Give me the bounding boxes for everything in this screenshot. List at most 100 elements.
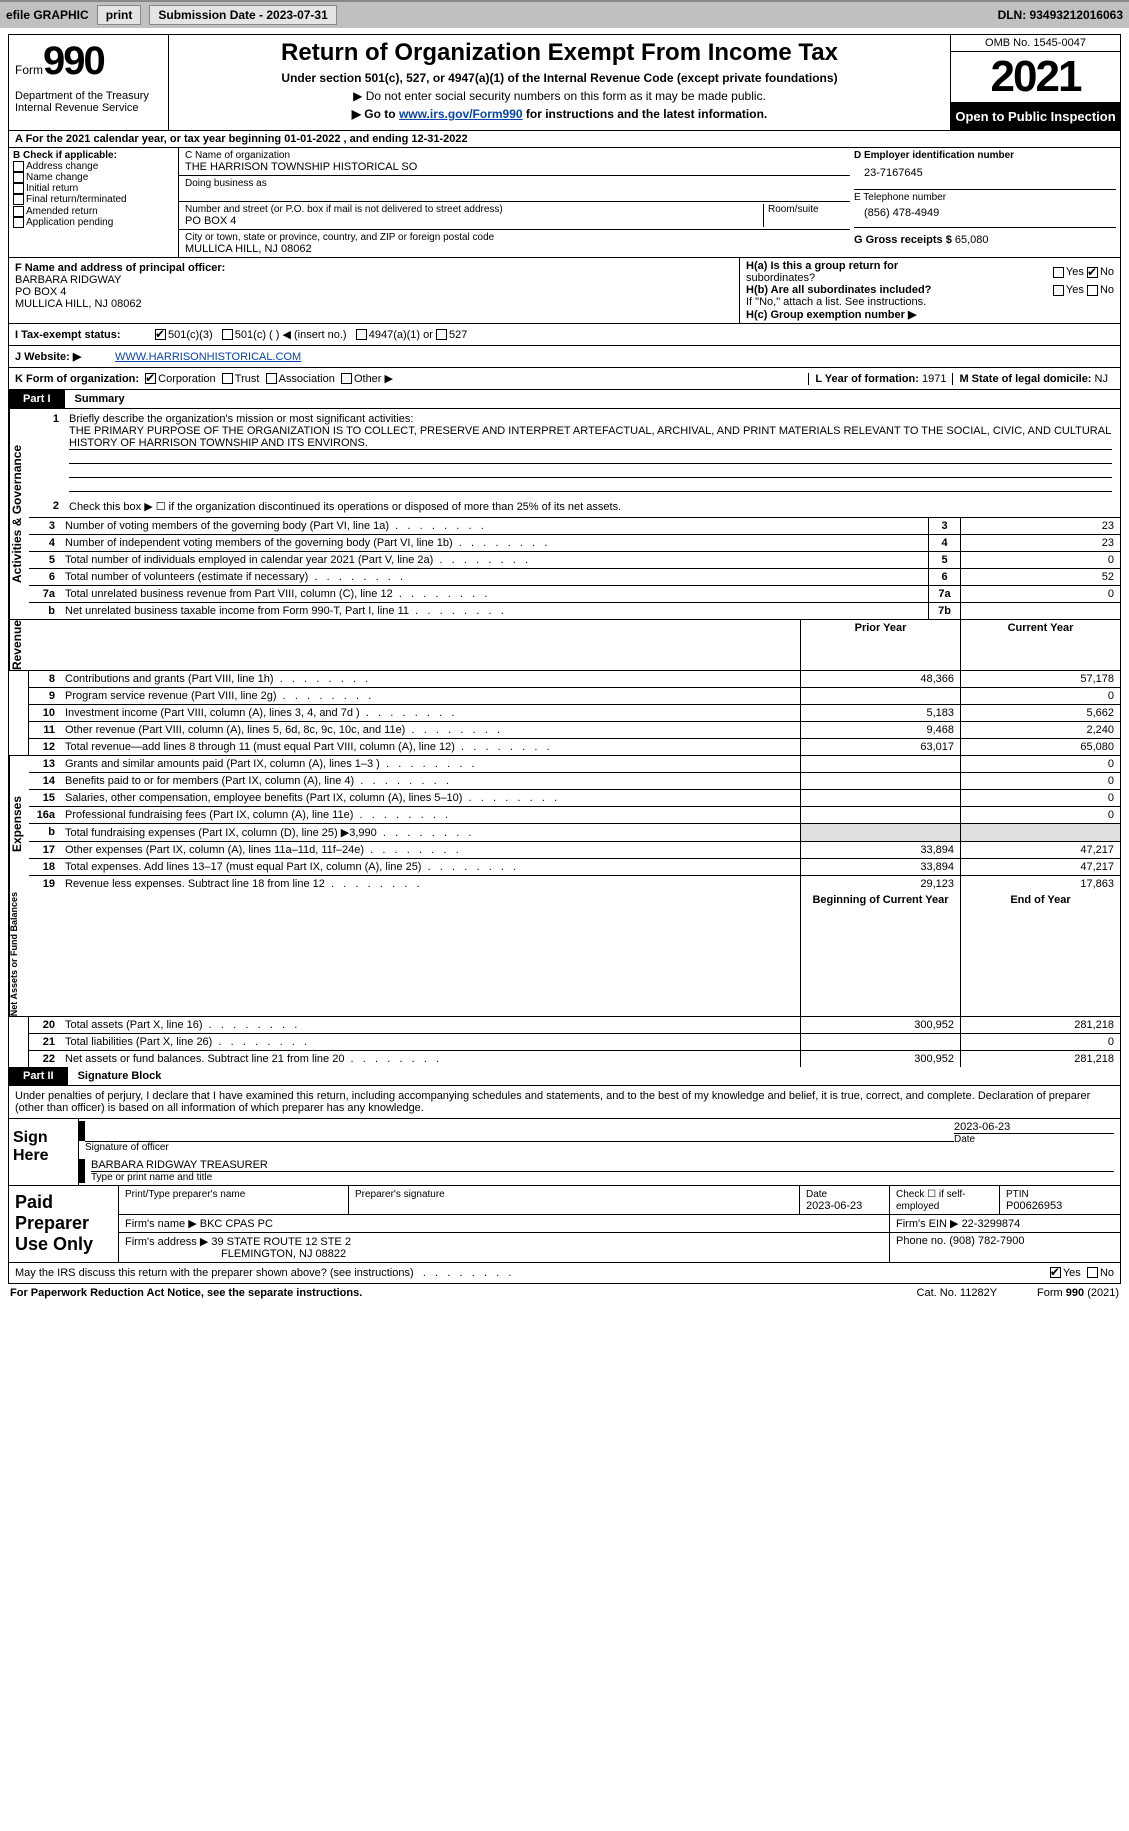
lbl-pra: For Paperwork Reduction Act Notice, see … — [10, 1287, 362, 1299]
cb-501c3[interactable] — [155, 329, 166, 340]
line1-mission: THE PRIMARY PURPOSE OF THE ORGANIZATION … — [69, 425, 1112, 450]
line2-text: Check this box ▶ ☐ if the organization d… — [65, 498, 1116, 515]
val-prior: 5,183 — [800, 705, 960, 721]
val-current: 281,218 — [960, 1051, 1120, 1067]
val-prior — [800, 756, 960, 772]
part2-title: Signature Block — [68, 1067, 172, 1085]
val-prior: 9,468 — [800, 722, 960, 738]
line-text: Other expenses (Part IX, column (A), lin… — [61, 842, 800, 858]
print-button[interactable]: print — [97, 5, 142, 25]
dept-irs: Internal Revenue Service — [15, 102, 162, 114]
cb-assoc[interactable] — [266, 373, 277, 384]
lbl-corp: Corporation — [158, 373, 215, 385]
val-prior — [800, 807, 960, 823]
lbl-assoc: Association — [279, 373, 335, 385]
lbl-website: J Website: ▶ — [15, 350, 115, 363]
line-text: Investment income (Part VIII, column (A)… — [61, 705, 800, 721]
hdr-current-year: Current Year — [960, 620, 1120, 670]
line-val: 52 — [960, 569, 1120, 585]
val-phone: (856) 478-4949 — [854, 203, 1116, 227]
irs-link[interactable]: www.irs.gov/Form990 — [399, 107, 523, 121]
top-bar: efile GRAPHIC print Submission Date - 20… — [0, 0, 1129, 30]
form-header: Form 990 Department of the Treasury Inte… — [8, 34, 1121, 131]
discuss-row: May the IRS discuss this return with the… — [8, 1263, 1121, 1284]
lbl-form-foot: 990 — [1066, 1287, 1084, 1299]
cb-501c[interactable] — [222, 329, 233, 340]
val-prior: 33,894 — [800, 859, 960, 875]
val-prior — [800, 1034, 960, 1050]
val-current: 0 — [960, 688, 1120, 704]
lbl-sig-date: Date — [954, 1133, 1114, 1145]
goto-suffix: for instructions and the latest informat… — [523, 107, 768, 121]
line-num: 21 — [29, 1034, 61, 1050]
cb-other[interactable] — [341, 373, 352, 384]
submission-date-label: Submission Date - 2023-07-31 — [149, 5, 336, 25]
line-num: 19 — [29, 876, 61, 892]
part1-title: Summary — [65, 390, 135, 408]
val-prior: 48,366 — [800, 671, 960, 687]
cb-527[interactable] — [436, 329, 447, 340]
footer-line: For Paperwork Reduction Act Notice, see … — [8, 1284, 1121, 1302]
val-current: 0 — [960, 773, 1120, 789]
cb-initial-return[interactable] — [13, 183, 24, 194]
cb-discuss-no[interactable] — [1087, 1267, 1098, 1278]
lbl-discuss: May the IRS discuss this return with the… — [15, 1267, 414, 1279]
lbl-ptin: PTIN — [1006, 1189, 1029, 1200]
lbl-501c3: 501(c)(3) — [168, 329, 213, 341]
lbl-hb-yes: Yes — [1066, 284, 1084, 296]
val-current: 57,178 — [960, 671, 1120, 687]
line-num: 11 — [29, 722, 61, 738]
entity-block: A For the 2021 calendar year, or tax yea… — [8, 131, 1121, 390]
cb-amended[interactable] — [13, 206, 24, 217]
line-text: Revenue less expenses. Subtract line 18 … — [61, 876, 800, 892]
line-text: Number of independent voting members of … — [61, 535, 928, 551]
val-gross: 65,080 — [955, 234, 989, 246]
line-num: 15 — [29, 790, 61, 806]
line-box: 7b — [928, 603, 960, 619]
lbl-discuss-no: No — [1100, 1267, 1114, 1279]
cb-discuss-yes[interactable] — [1050, 1267, 1061, 1278]
line-num: 10 — [29, 705, 61, 721]
form-title: Return of Organization Exempt From Incom… — [173, 39, 946, 67]
val-current: 65,080 — [960, 739, 1120, 755]
lbl-amended: Amended return — [26, 206, 98, 217]
cb-trust[interactable] — [222, 373, 233, 384]
cb-hb-yes[interactable] — [1053, 285, 1064, 296]
cb-name-change[interactable] — [13, 172, 24, 183]
lbl-org-name: C Name of organization — [185, 150, 844, 161]
lbl-trust: Trust — [235, 373, 260, 385]
line-num: 16a — [29, 807, 61, 823]
side-exp: Expenses — [9, 756, 29, 892]
val-officer-addr1: PO BOX 4 — [15, 286, 733, 298]
val-prior — [800, 688, 960, 704]
dln-label: DLN: 93493212016063 — [998, 8, 1123, 22]
goto-prefix: ▶ Go to — [352, 107, 399, 121]
cb-address-change[interactable] — [13, 161, 24, 172]
cb-ha-yes[interactable] — [1053, 267, 1064, 278]
val-firm-addr2: FLEMINGTON, NJ 08822 — [221, 1248, 346, 1260]
cb-final-return[interactable] — [13, 194, 24, 205]
paid-prep-label: Paid Preparer Use Only — [9, 1186, 119, 1262]
line-text: Net unrelated business taxable income fr… — [61, 603, 928, 619]
cb-hb-no[interactable] — [1087, 285, 1098, 296]
form-subtitle: Under section 501(c), 527, or 4947(a)(1)… — [173, 71, 946, 85]
lbl-address-change: Address change — [26, 161, 98, 172]
line-val — [960, 603, 1120, 619]
line-box: 4 — [928, 535, 960, 551]
line-val: 23 — [960, 518, 1120, 534]
line-num: 9 — [29, 688, 61, 704]
val-current: 47,217 — [960, 859, 1120, 875]
cb-4947[interactable] — [356, 329, 367, 340]
line-num: 7a — [29, 586, 61, 602]
line-num: b — [29, 603, 61, 619]
val-firm-phone: (908) 782-7900 — [949, 1235, 1024, 1247]
line-num: 5 — [29, 552, 61, 568]
lbl-sig-officer: Signature of officer — [85, 1141, 954, 1153]
val-year-formation: 1971 — [922, 373, 946, 385]
cb-corp[interactable] — [145, 373, 156, 384]
line-num: 3 — [29, 518, 61, 534]
cb-app-pending[interactable] — [13, 217, 24, 228]
line-num: b — [29, 824, 61, 841]
val-website[interactable]: WWW.HARRISONHISTORICAL.COM — [115, 351, 301, 363]
cb-ha-no[interactable] — [1087, 267, 1098, 278]
